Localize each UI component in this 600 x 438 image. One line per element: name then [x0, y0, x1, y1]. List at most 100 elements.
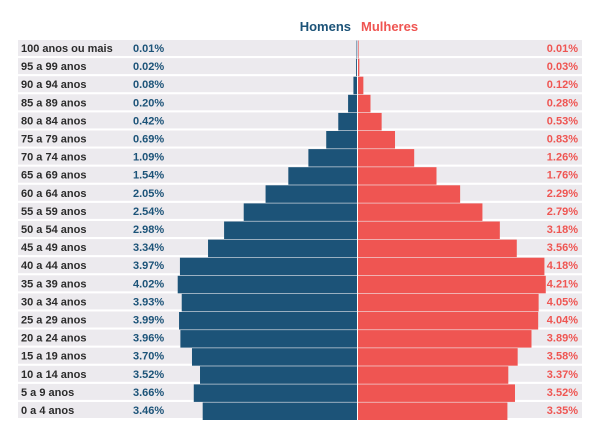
- age-group-label: 55 a 59 anos: [21, 206, 86, 218]
- age-group-label: 0 a 4 anos: [21, 405, 74, 417]
- men-percent-label: 4.02%: [133, 278, 164, 290]
- women-percent-label: 4.04%: [547, 315, 578, 327]
- age-group-label: 15 a 19 anos: [21, 351, 86, 363]
- men-percent-label: 0.20%: [133, 97, 164, 109]
- bar-women: [358, 239, 517, 258]
- age-group-label: 70 a 74 anos: [21, 152, 86, 164]
- age-group-label: 100 anos ou mais: [21, 43, 113, 55]
- age-group-label: 10 a 14 anos: [21, 369, 86, 381]
- men-percent-label: 3.34%: [133, 242, 164, 254]
- bar-women: [358, 384, 515, 402]
- bar-women: [358, 94, 371, 113]
- bar-men: [208, 239, 357, 258]
- bar-women: [358, 131, 396, 149]
- age-group-label: 50 a 54 anos: [21, 224, 86, 236]
- women-percent-label: 3.37%: [547, 369, 578, 381]
- age-group-label: 5 a 9 anos: [21, 387, 74, 399]
- women-percent-label: 1.26%: [547, 152, 578, 164]
- age-group-label: 40 a 44 anos: [21, 260, 86, 272]
- row-band: [18, 130, 582, 147]
- bar-women: [358, 58, 360, 77]
- men-percent-label: 1.54%: [133, 170, 164, 182]
- bar-men: [193, 384, 357, 402]
- men-percent-label: 2.54%: [133, 206, 164, 218]
- women-percent-label: 0.53%: [547, 115, 578, 127]
- men-percent-label: 0.01%: [133, 43, 164, 55]
- bar-men: [179, 257, 357, 276]
- row-band: [18, 40, 582, 56]
- women-percent-label: 1.76%: [547, 170, 578, 182]
- age-group-label: 25 a 29 anos: [21, 315, 86, 327]
- bar-women: [358, 312, 539, 330]
- men-percent-label: 1.09%: [133, 152, 164, 164]
- bar-women: [358, 330, 532, 348]
- age-group-label: 20 a 24 anos: [21, 333, 86, 345]
- row-band: [18, 94, 582, 111]
- bar-women: [358, 257, 545, 276]
- legend-women: Mulheres: [361, 19, 418, 34]
- row-band: [18, 58, 582, 75]
- bar-women: [358, 112, 382, 131]
- bar-men: [265, 185, 357, 203]
- women-percent-label: 3.56%: [547, 242, 578, 254]
- men-percent-label: 2.05%: [133, 188, 164, 200]
- age-group-label: 45 a 49 anos: [21, 242, 86, 254]
- women-percent-label: 0.03%: [547, 61, 578, 73]
- row-band: [18, 112, 582, 129]
- age-group-label: 95 a 99 anos: [21, 61, 86, 73]
- bar-women: [358, 275, 546, 294]
- bar-men: [338, 112, 357, 131]
- bar-men: [179, 312, 357, 330]
- bar-women: [358, 348, 518, 366]
- men-percent-label: 3.70%: [133, 351, 164, 363]
- legend: Homens Mulheres: [300, 19, 418, 34]
- men-percent-label: 3.93%: [133, 296, 164, 308]
- men-percent-label: 3.66%: [133, 387, 164, 399]
- bar-men: [243, 203, 357, 221]
- bar-women: [358, 185, 461, 203]
- bar-men: [308, 149, 357, 167]
- bar-men: [177, 275, 357, 294]
- women-percent-label: 3.58%: [547, 351, 578, 363]
- bar-men: [288, 167, 357, 185]
- bar-men: [200, 366, 357, 384]
- age-group-label: 90 a 94 anos: [21, 79, 86, 91]
- age-group-label: 60 a 64 anos: [21, 188, 86, 200]
- bar-men: [224, 221, 357, 239]
- age-group-label: 85 a 89 anos: [21, 97, 86, 109]
- bar-women: [358, 366, 509, 384]
- bar-women: [358, 293, 539, 312]
- row-labels: 100 anos ou mais 0.01% 0.01% 95 a 99 anos 0.…: [21, 43, 578, 417]
- row-band: [18, 76, 582, 93]
- row-band: [18, 148, 582, 165]
- women-percent-label: 0.01%: [547, 43, 578, 55]
- age-group-label: 35 a 39 anos: [21, 278, 86, 290]
- bar-women: [358, 167, 437, 185]
- men-percent-label: 0.08%: [133, 79, 164, 91]
- men-percent-label: 2.98%: [133, 224, 164, 236]
- bar-men: [348, 94, 357, 113]
- men-percent-label: 3.96%: [133, 333, 164, 345]
- men-percent-label: 3.99%: [133, 315, 164, 327]
- bar-men: [180, 330, 357, 348]
- women-percent-label: 2.29%: [547, 188, 578, 200]
- legend-men: Homens: [300, 19, 351, 34]
- men-percent-label: 0.42%: [133, 115, 164, 127]
- bar-men: [353, 76, 357, 95]
- bar-women: [358, 221, 500, 239]
- bar-women: [358, 76, 364, 95]
- bar-men: [326, 131, 357, 149]
- bar-men: [181, 293, 357, 312]
- bars: [177, 40, 546, 420]
- bar-men: [202, 402, 357, 420]
- bar-men: [356, 58, 357, 77]
- age-group-label: 30 a 34 anos: [21, 296, 86, 308]
- women-percent-label: 4.05%: [547, 296, 578, 308]
- men-percent-label: 0.69%: [133, 134, 164, 146]
- bar-men: [191, 348, 357, 366]
- bar-women: [358, 203, 483, 221]
- women-percent-label: 4.21%: [547, 278, 578, 290]
- bar-men: [356, 40, 358, 58]
- bar-women: [358, 149, 415, 167]
